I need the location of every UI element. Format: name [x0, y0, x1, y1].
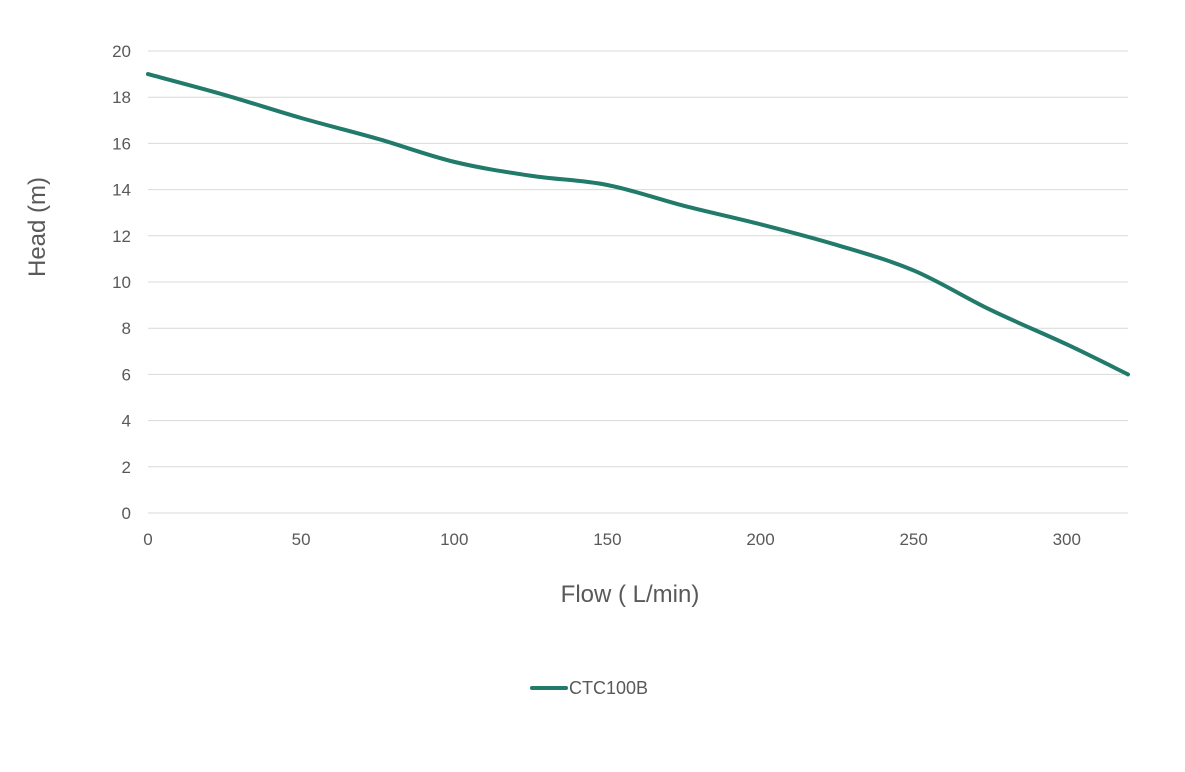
legend-label-ctc100b: CTC100B	[569, 678, 648, 698]
gridlines	[148, 50, 1128, 514]
x-tick-label: 0	[143, 530, 152, 549]
y-axis-title: Head (m)	[24, 177, 51, 277]
series-layer	[146, 72, 1130, 377]
y-tick-label: 20	[112, 42, 131, 61]
y-tick-label: 16	[112, 134, 131, 153]
series-line-ctc100b	[146, 72, 1130, 377]
x-tick-label: 150	[593, 530, 621, 549]
y-tick-label: 12	[112, 227, 131, 246]
x-tick-label: 200	[746, 530, 774, 549]
x-tick-label: 100	[440, 530, 468, 549]
y-tick-label: 14	[112, 181, 131, 200]
x-tick-label: 300	[1053, 530, 1081, 549]
legend: CTC100B	[530, 678, 648, 698]
y-tick-label: 8	[122, 319, 131, 338]
y-tick-label: 0	[122, 504, 131, 523]
y-tick-label: 10	[112, 273, 131, 292]
y-tick-label: 2	[122, 458, 131, 477]
x-axis-title: Flow ( L/min)	[561, 581, 700, 608]
y-axis-ticks: 0 2 4 6 8 10 12 14 16 18 20	[112, 42, 131, 523]
x-tick-label: 250	[899, 530, 927, 549]
x-axis-ticks: 0 50 100 150 200 250 300	[143, 530, 1081, 549]
y-tick-label: 6	[122, 365, 131, 384]
y-tick-label: 4	[122, 412, 131, 431]
y-tick-label: 18	[112, 88, 131, 107]
x-tick-label: 50	[292, 530, 311, 549]
